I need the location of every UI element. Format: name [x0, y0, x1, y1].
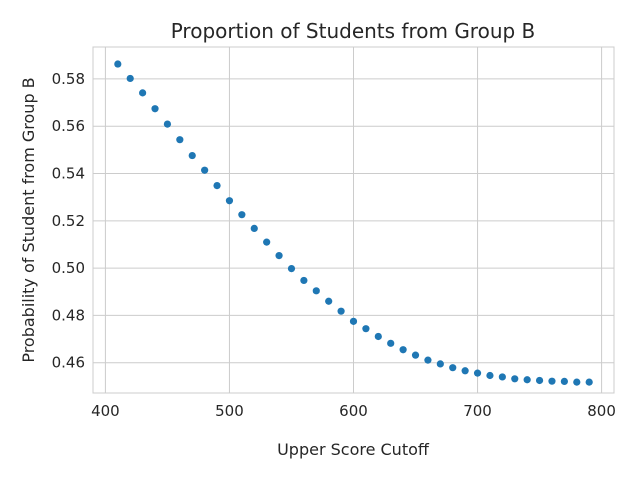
data-point — [349, 317, 358, 325]
data-point — [362, 325, 370, 333]
data-point — [585, 378, 593, 386]
data-point — [238, 211, 246, 219]
x-tick-label: 700 — [463, 402, 492, 420]
data-point — [213, 181, 221, 190]
data-point — [312, 287, 320, 295]
data-point — [188, 151, 196, 160]
data-point — [573, 378, 581, 386]
data-point — [449, 364, 457, 372]
data-point — [473, 369, 482, 377]
data-point — [287, 265, 296, 273]
data-point — [523, 376, 531, 384]
data-point — [201, 166, 209, 174]
data-point — [511, 375, 519, 383]
grid-lines — [93, 47, 614, 393]
x-axis-label: Upper Score Cutoff — [277, 440, 430, 459]
y-tick-label: 0.46 — [52, 354, 85, 372]
y-tick-label: 0.56 — [52, 117, 85, 135]
data-point — [151, 105, 159, 113]
data-point — [560, 377, 568, 386]
y-tick-label: 0.50 — [52, 259, 85, 277]
data-point — [250, 224, 258, 232]
x-tick-label: 500 — [215, 402, 244, 420]
data-point — [163, 120, 172, 128]
data-point — [126, 74, 134, 83]
y-tick-labels: 0.46 0.48 0.50 0.52 0.54 0.56 0.58 — [52, 70, 85, 372]
data-point — [411, 351, 420, 359]
y-tick-label: 0.54 — [52, 165, 85, 183]
x-tick-label: 400 — [91, 402, 120, 420]
data-point — [275, 251, 283, 260]
data-point — [486, 371, 494, 380]
data-point — [387, 339, 395, 347]
data-point — [461, 367, 469, 375]
data-point — [176, 136, 184, 144]
x-tick-label: 800 — [587, 402, 616, 420]
data-point — [139, 89, 147, 97]
data-point — [548, 377, 556, 385]
data-point — [325, 297, 333, 305]
data-point — [300, 276, 308, 285]
data-point — [263, 238, 271, 246]
plot-frame — [92, 46, 615, 394]
data-point — [436, 360, 444, 368]
data-point — [337, 307, 345, 315]
data-point — [424, 356, 432, 364]
x-tick-label: 600 — [339, 402, 368, 420]
y-tick-label: 0.52 — [52, 212, 85, 230]
y-axis-label: Probability of Student from Group B — [19, 77, 38, 362]
data-point — [225, 197, 234, 205]
chart-title: Proportion of Students from Group B — [171, 19, 536, 43]
y-tick-label: 0.58 — [52, 70, 85, 88]
data-points — [114, 60, 593, 386]
data-point — [114, 60, 122, 68]
data-point — [374, 332, 382, 341]
y-tick-label: 0.48 — [52, 306, 85, 324]
x-tick-labels: 400 500 600 700 800 — [91, 402, 616, 420]
data-point — [399, 346, 407, 354]
data-point — [535, 376, 544, 385]
data-point — [498, 373, 506, 381]
